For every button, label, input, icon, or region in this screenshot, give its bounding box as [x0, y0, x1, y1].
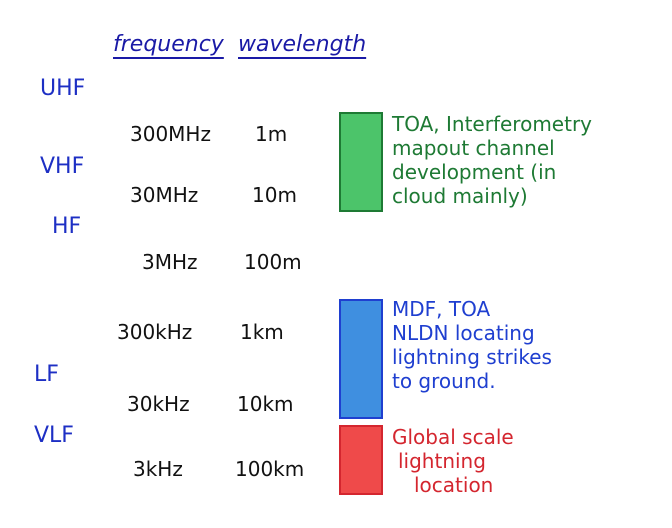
band-label-uhf: UHF — [40, 76, 86, 101]
vlf-range-box — [339, 425, 383, 495]
frequency-value: 3kHz — [133, 457, 183, 481]
note-line: development (in — [392, 160, 557, 184]
note-line: MDF, TOA — [392, 297, 491, 321]
lf-range-box — [339, 299, 383, 419]
frequency-value: 30MHz — [130, 183, 199, 207]
note-line: TOA, Interferometry — [392, 112, 592, 136]
note-line: NLDN locating — [392, 321, 535, 345]
band-label-lf: LF — [34, 362, 59, 387]
note-global-scale: Global scale lightning location — [392, 425, 514, 497]
frequency-value: 3MHz — [142, 250, 198, 274]
wavelength-value: 1m — [255, 122, 288, 146]
note-line: to ground. — [392, 369, 496, 393]
frequency-value: 30kHz — [127, 392, 190, 416]
wavelength-value: 100km — [235, 457, 305, 481]
note-interferometry: TOA, Interferometry mapout channel devel… — [392, 112, 592, 208]
note-line: lightning strikes — [392, 345, 552, 369]
note-line: location — [414, 473, 494, 497]
band-label-hf: HF — [52, 214, 82, 239]
note-line: mapout channel — [392, 136, 555, 160]
frequency-header: frequency — [113, 32, 224, 57]
note-line: lightning — [398, 449, 486, 473]
wavelength-value: 100m — [244, 250, 302, 274]
vhf-range-box — [339, 112, 383, 212]
wavelength-value: 1km — [240, 320, 284, 344]
wavelength-value: 10km — [237, 392, 294, 416]
band-label-vhf: VHF — [40, 154, 85, 179]
frequency-value: 300MHz — [130, 122, 211, 146]
wavelength-value: 10m — [252, 183, 297, 207]
frequency-value: 300kHz — [117, 320, 193, 344]
band-label-vlf: VLF — [34, 423, 74, 448]
note-line: cloud mainly) — [392, 184, 528, 208]
note-line: Global scale — [392, 425, 514, 449]
note-nldn: MDF, TOA NLDN locating lightning strikes… — [392, 297, 552, 393]
wavelength-header: wavelength — [238, 32, 367, 57]
